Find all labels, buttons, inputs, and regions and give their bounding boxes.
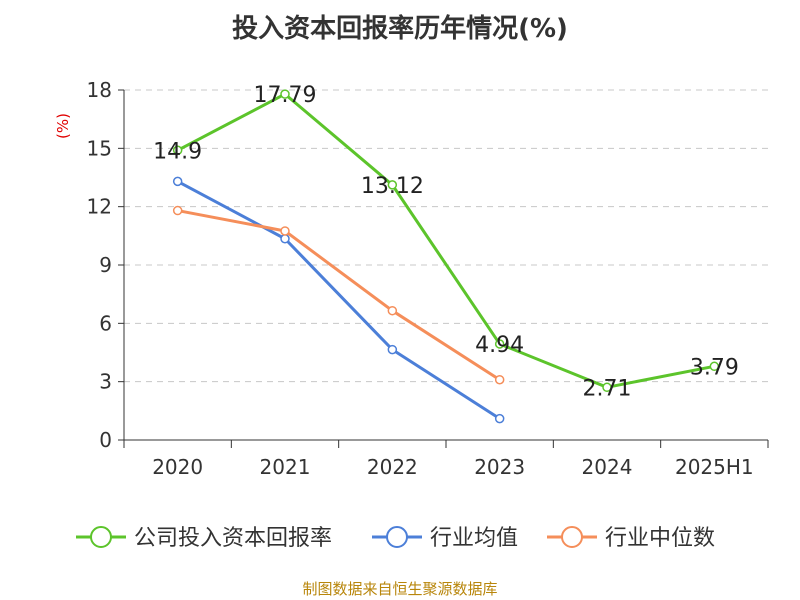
y-tick-label: 3: [99, 370, 112, 394]
legend: 公司投入资本回报率 行业均值 行业中位数: [76, 526, 715, 551]
y-tick-label: 9: [99, 253, 112, 277]
grid-lines: [124, 89, 768, 383]
legend-item-2[interactable]: 行业中位数: [547, 526, 715, 551]
legend-item-1[interactable]: 行业均值: [372, 526, 518, 551]
data-point: [172, 145, 183, 156]
y-tick-label: 15: [87, 136, 112, 160]
series-line-2: [177, 209, 501, 381]
y-tick-label: 12: [87, 195, 112, 219]
legend-label: 公司投入资本回报率: [134, 526, 332, 551]
x-tick-label-2022: 2022: [367, 455, 418, 479]
data-point: [172, 205, 183, 216]
data-label: 2.71: [583, 376, 632, 401]
data-point: [172, 176, 183, 187]
chart-title: 投入资本回报率历年情况(%): [232, 14, 568, 44]
data-point: [280, 234, 290, 244]
x-tick-label-2025H1: 2025H1: [675, 455, 754, 479]
y-tick-label: 18: [87, 78, 112, 102]
data-label: 13.12: [361, 174, 424, 199]
x-tick-label-2020: 2020: [152, 455, 203, 479]
axes: 0 3 6 9 12 15 18 (%) 2020 2021 2022 2023 2024 2025H1: [54, 78, 769, 479]
legend-marker: [386, 526, 408, 548]
legend-marker: [90, 526, 112, 548]
data-labels: 14.9 17.79 13.12 4.94 2.71 3.79: [153, 83, 739, 401]
legend-label: 行业中位数: [605, 526, 715, 551]
data-point: [709, 361, 720, 372]
data-point: [494, 339, 505, 349]
series-line-1: [176, 180, 501, 420]
data-point: [602, 382, 612, 393]
legend-label: 行业均值: [430, 526, 518, 551]
data-point: [280, 89, 290, 99]
data-point: [280, 226, 290, 236]
x-tick-label-2021: 2021: [260, 455, 311, 479]
data-point: [387, 305, 398, 316]
series-line-0: [176, 92, 715, 389]
y-tick-label: 0: [99, 428, 112, 452]
x-tick-label-2024: 2024: [582, 455, 633, 479]
data-point: [387, 180, 398, 190]
data-label: 14.9: [153, 139, 202, 164]
x-tick-label-2023: 2023: [474, 455, 525, 479]
y-tick-label: 6: [99, 311, 112, 335]
data-label: 3.79: [690, 355, 739, 380]
data-point: [387, 344, 398, 355]
y-axis-label: (%): [54, 113, 72, 139]
data-label: 4.94: [475, 333, 524, 358]
legend-marker: [561, 526, 583, 548]
data-label: 17.79: [254, 83, 317, 108]
data-point: [494, 374, 505, 385]
source-note: 制图数据来自恒生聚源数据库: [302, 580, 498, 598]
series-lines: [172, 89, 720, 424]
data-point: [494, 413, 505, 424]
legend-item-0[interactable]: 公司投入资本回报率: [76, 526, 332, 551]
